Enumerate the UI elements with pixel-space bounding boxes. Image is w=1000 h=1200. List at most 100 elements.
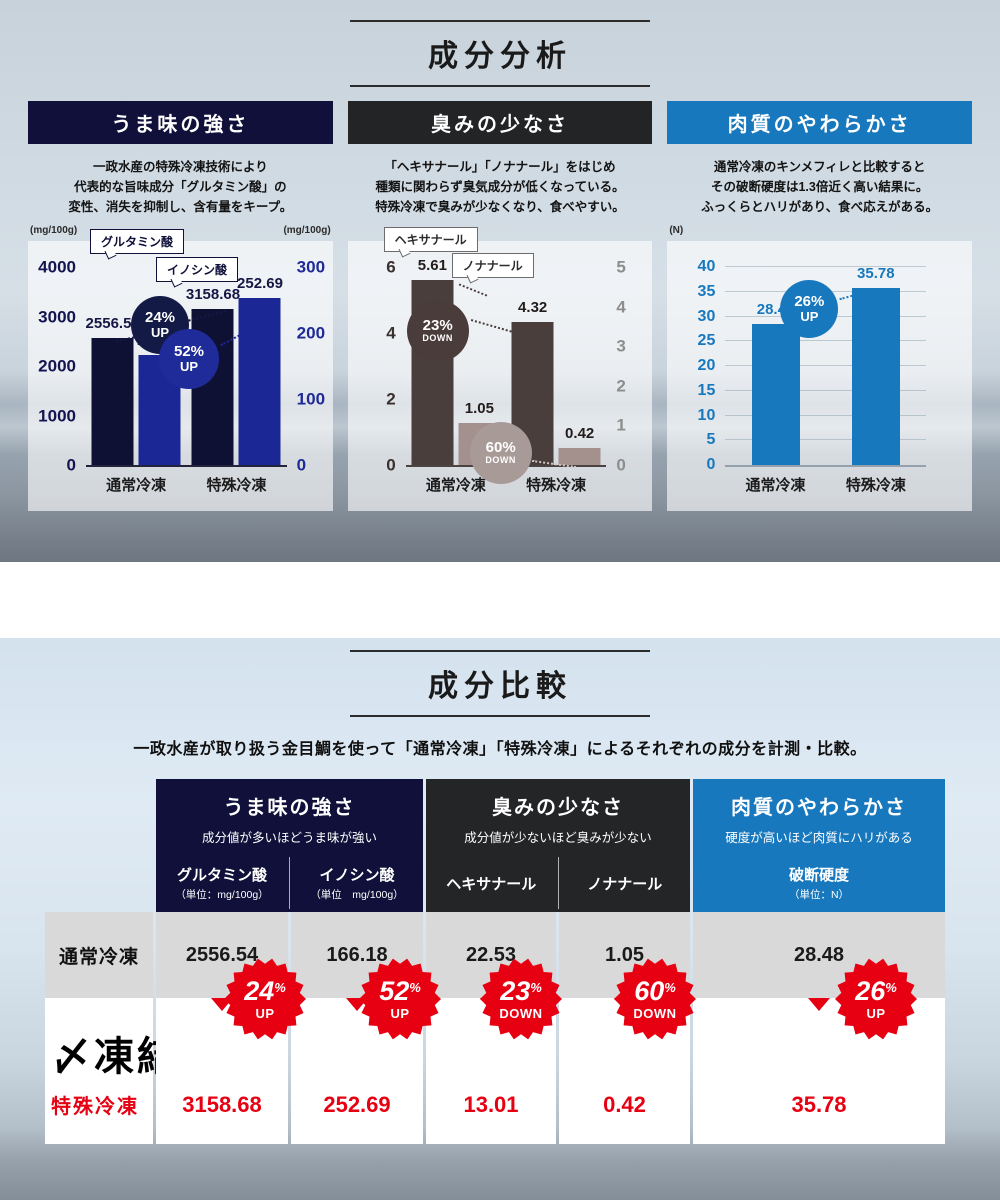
y-tick: 20: [697, 357, 716, 374]
y-tick: 3000: [38, 307, 76, 326]
col-header-hexanal: ヘキサナール: [446, 875, 537, 893]
y-tick: 300: [296, 257, 326, 277]
chart-firmness-header: 肉質のやわらかさ: [667, 101, 973, 144]
x-label-special: 特殊冷凍: [526, 477, 587, 494]
bar-group-special: 4.32 0.42 特殊冷凍: [506, 267, 606, 494]
y-tick: 2000: [38, 356, 76, 376]
percent-badge-26up: 26% UP: [780, 280, 839, 338]
charts-row: うま味の強さ 一政水産の特殊冷凍技術により 代表的な旨味成分「グルタミン酸」の …: [0, 101, 1000, 511]
y-tick: 0: [296, 455, 307, 475]
y-tick: 0: [616, 455, 626, 475]
y-tick: 2: [386, 389, 396, 409]
title-rule-bottom: [350, 85, 650, 87]
chart-odor-desc: 「ヘキサナール」「ノナナール」をはじめ 種類に関わらず臭気成分が低くなっている。…: [375, 160, 625, 214]
chart-firmness-panel: (N) 40 35 30 25 20: [667, 225, 973, 511]
table-cell: 23% DOWN 13.01: [426, 958, 562, 1144]
section-compare-title: 成分比較: [428, 670, 572, 703]
y-tick: 0: [386, 455, 396, 475]
y-tick: 200: [296, 323, 326, 343]
table-cell: 60% DOWN 0.42: [559, 958, 696, 1144]
y-tick: 4: [386, 323, 396, 343]
bar-group-normal: 28.48 通常冷凍: [725, 267, 825, 494]
x-label-normal: 通常冷凍: [425, 477, 486, 494]
x-label-normal: 通常冷凍: [106, 477, 167, 494]
gridline: [725, 439, 927, 441]
gridline: [725, 266, 927, 267]
table-header: うま味の強さ 成分値が多いほどうま味が強い グルタミン酸 （単位：mg/100g…: [156, 779, 945, 912]
section-divider: [0, 562, 1000, 638]
header-group-odor: 臭みの少なさ 成分値が少ないほど臭みが少ない ヘキサナール ノナナール: [426, 779, 690, 912]
bar-value-label: 252.69: [237, 275, 283, 293]
column-divider: [289, 857, 290, 909]
section-analysis-title: 成分分析: [428, 40, 572, 73]
down-triangle-icon: [808, 998, 830, 1011]
title-rule-top: [350, 650, 650, 652]
y-tick: 1: [616, 415, 626, 435]
bar-value-label: 1.05: [464, 400, 494, 418]
bar-value-label: 4.32: [518, 299, 548, 317]
callout-glutamic: グルタミン酸: [90, 229, 185, 254]
chart-firmness-desc: 通常冷凍のキンメフィレと比較すると その破断硬度は1.3倍近く高い結果に。 ふっ…: [701, 160, 939, 214]
y-tick: 3: [616, 336, 626, 356]
chart-umami-desc: 一政水産の特殊冷凍技術により 代表的な旨味成分「グルタミン酸」の 変性、消失を抑…: [68, 160, 293, 214]
bar-inosinic-special: [238, 298, 281, 465]
bar-nonanal-special: [558, 448, 601, 465]
axis-unit-left: (N): [669, 225, 684, 236]
table-row-normal: 通常冷凍 2556.54 166.18 22.53 1.05 28.48: [45, 912, 945, 998]
col-header-nonanal: ノナナール: [587, 875, 663, 893]
chart-umami-panel: (mg/100g) (mg/100g) グルタミン酸 イノシン酸 4000 30…: [28, 225, 333, 511]
callout-nonanal: ノナナール: [451, 253, 534, 278]
bar-value-label: 5.61: [417, 256, 447, 274]
title-rule-top: [350, 20, 650, 22]
y-tick: 6: [386, 257, 396, 277]
callout-inosinic: イノシン酸: [156, 257, 239, 282]
y-tick: 5: [706, 431, 716, 449]
bar-value-label: 3158.68: [185, 285, 241, 303]
section-compare-title-block: 成分比較: [350, 650, 650, 717]
y-tick: 5: [616, 257, 626, 277]
compare-table: うま味の強さ 成分値が多いほどうま味が強い グルタミン酸 （単位：mg/100g…: [45, 779, 945, 1144]
gridline: [725, 414, 927, 416]
header-group-umami: うま味の強さ 成分値が多いほどうま味が強い グルタミン酸 （単位：mg/100g…: [156, 779, 423, 912]
y-tick: 4000: [38, 257, 76, 277]
x-label-special: 特殊冷凍: [206, 477, 267, 494]
col-header-hardness: 破断硬度 （単位：N）: [788, 867, 850, 901]
section-analysis: 成分分析 うま味の強さ 一政水産の特殊冷凍技術により 代表的な旨味成分「グルタミ…: [0, 0, 1000, 562]
bar-hardness-normal: [751, 324, 800, 465]
table-cell: 52% UP 252.69: [291, 958, 441, 1144]
y-tick: 40: [697, 258, 716, 275]
percent-badge-60down: 60% DOWN: [469, 422, 532, 484]
y-tick: 2: [616, 376, 626, 396]
chart-odor: 臭みの少なさ 「ヘキサナール」「ノナナール」をはじめ 種類に関わらず臭気成分が低…: [347, 101, 653, 511]
chart-umami-header: うま味の強さ: [28, 101, 333, 144]
percent-badge-23down: 23% DOWN: [406, 300, 469, 362]
callout-hexanal: ヘキサナール: [383, 227, 478, 252]
bar-value-label: 35.78: [857, 264, 895, 282]
col-header-glutamic: グルタミン酸 （単位：mg/100g）: [175, 867, 269, 901]
y-tick: 1000: [38, 406, 76, 425]
x-label-normal: 通常冷凍: [745, 477, 806, 494]
chart-umami: うま味の強さ 一政水産の特殊冷凍技術により 代表的な旨味成分「グルタミン酸」の …: [28, 101, 333, 511]
section-analysis-title-block: 成分分析: [350, 20, 650, 87]
axis-unit-left: (mg/100g): [30, 225, 78, 236]
special-freezing-label: 特殊冷凍: [51, 1095, 139, 1118]
table-cell: 24% UP 3158.68: [156, 958, 306, 1144]
chart-firmness: 肉質のやわらかさ 通常冷凍のキンメフィレと比較すると その破断硬度は1.3倍近く…: [667, 101, 973, 511]
gridline: [725, 340, 927, 342]
gridline: [725, 389, 927, 391]
header-group-firmness: 肉質のやわらかさ 硬度が高いほど肉質にハリがある 破断硬度 （単位：N）: [693, 779, 945, 912]
y-tick: 25: [697, 332, 716, 350]
compare-description: 一政水産が取り扱う金目鯛を使って「通常冷凍」「特殊冷凍」によるそれぞれの成分を計…: [133, 741, 867, 758]
x-label-special: 特殊冷凍: [845, 477, 906, 494]
row-label-cell: 通常冷凍: [45, 912, 153, 998]
table-cell: 26% UP 35.78: [693, 958, 945, 1144]
section-compare: 成分比較 一政水産が取り扱う金目鯛を使って「通常冷凍」「特殊冷凍」によるそれぞれ…: [0, 638, 1000, 1200]
chart-odor-header: 臭みの少なさ: [347, 101, 653, 144]
y-tick: 15: [697, 381, 716, 399]
y-tick: 30: [697, 307, 716, 325]
bar-value-label: 2556.54: [85, 315, 140, 333]
y-tick: 100: [296, 389, 326, 409]
axis-unit-right: (mg/100g): [283, 225, 331, 236]
y-tick: 0: [66, 455, 76, 475]
